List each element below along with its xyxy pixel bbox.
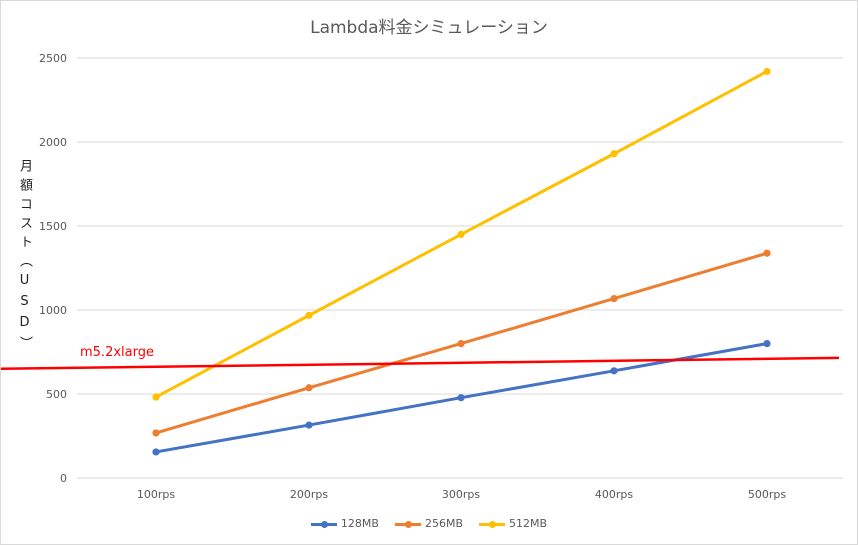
legend-swatch (310, 519, 337, 529)
data-point-128MB (610, 367, 618, 375)
reference-line-label: m5.2xlarge (80, 345, 154, 360)
legend-item: 512MB (479, 517, 547, 530)
data-point-256MB (457, 340, 465, 348)
y-tick-label: 1000 (39, 304, 67, 317)
data-point-256MB (763, 249, 771, 257)
data-point-256MB (152, 429, 160, 437)
legend-label: 128MB (340, 517, 379, 530)
y-tick-label: 500 (46, 388, 67, 401)
data-point-512MB (610, 150, 618, 158)
x-tick-label: 400rps (595, 488, 634, 501)
legend-item: 128MB (310, 517, 379, 530)
legend-label: 512MB (509, 517, 548, 530)
data-point-512MB (152, 393, 160, 401)
data-point-128MB (152, 448, 160, 456)
x-tick-label: 300rps (442, 488, 481, 501)
y-tick-label: 0 (60, 472, 67, 485)
data-point-256MB (305, 384, 313, 392)
x-tick-label: 200rps (290, 488, 329, 501)
legend-swatch (394, 519, 421, 529)
reference-line (1, 356, 840, 371)
x-tick-label: 100rps (137, 488, 176, 501)
data-point-256MB (610, 294, 618, 303)
data-point-128MB (763, 340, 771, 348)
legend-item: 256MB (394, 517, 464, 530)
data-point-128MB (305, 421, 313, 429)
legend-swatch (479, 519, 506, 529)
x-tick-label: 500rps (748, 488, 787, 501)
data-point-128MB (457, 394, 465, 402)
legend-label: 256MB (424, 517, 464, 530)
y-tick-label: 1500 (39, 220, 67, 233)
y-tick-label: 2500 (39, 52, 67, 65)
data-point-512MB (457, 230, 465, 238)
data-point-512MB (305, 311, 313, 319)
legend: 128MB 256MB 512MB (1, 517, 857, 530)
chart-title: Lambda料金シミュレーション (310, 18, 548, 38)
y-axis-label: 月額コスト（USD） (17, 159, 32, 355)
y-tick-label: 2000 (39, 136, 67, 149)
data-point-512MB (763, 67, 771, 76)
